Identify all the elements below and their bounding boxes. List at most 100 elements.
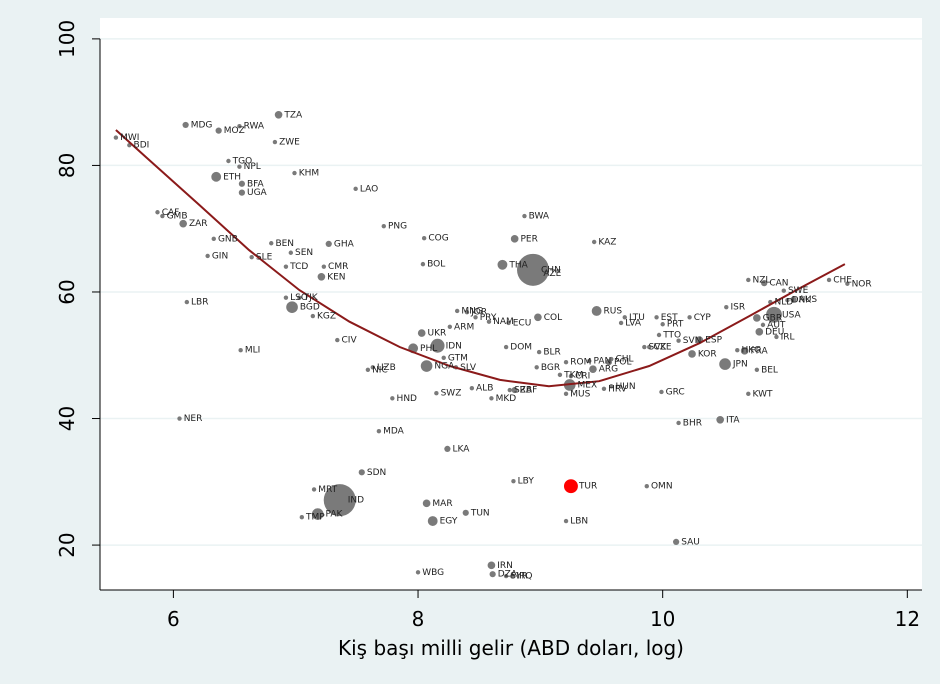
bubble: [434, 391, 439, 396]
bubble: [427, 516, 438, 526]
point-label: ALB: [476, 384, 493, 394]
bubble: [601, 386, 607, 391]
point-label: ZAR: [189, 219, 208, 229]
point-label: NIC: [372, 365, 388, 375]
point-label: LAO: [360, 184, 378, 194]
bubble: [563, 479, 578, 494]
point-label: LKA: [453, 444, 471, 454]
bubble: [286, 301, 298, 313]
bubble: [417, 329, 426, 337]
bubble: [618, 320, 624, 326]
point-label: MAR: [432, 499, 452, 509]
point-label: SEN: [295, 248, 313, 258]
point-label: COL: [544, 313, 562, 323]
bubble: [447, 324, 453, 329]
bubble: [534, 313, 542, 322]
bubble: [587, 358, 592, 364]
bubble: [489, 571, 496, 578]
bubble: [659, 389, 664, 395]
bubble: [211, 171, 222, 182]
bubble: [716, 415, 724, 424]
point-label: CAN: [769, 279, 788, 289]
bubble: [269, 241, 274, 246]
bubble: [317, 272, 326, 281]
bubble: [238, 189, 246, 196]
bubble: [441, 355, 446, 360]
bubble: [365, 367, 371, 373]
point-label: CIV: [342, 336, 358, 346]
point-label: KGZ: [317, 312, 336, 322]
point-label: BLR: [543, 348, 560, 358]
point-label: SVN: [683, 336, 702, 346]
point-label: MEX: [578, 380, 598, 390]
bubble: [297, 295, 302, 300]
bubble: [292, 170, 297, 176]
bubble: [622, 315, 627, 320]
point-label: NAM: [493, 317, 514, 327]
point-label: SLV: [460, 363, 477, 373]
point-label: TUN: [470, 508, 490, 518]
point-label: COG: [428, 234, 448, 244]
bubble: [335, 337, 340, 343]
point-label: WBG: [422, 568, 444, 578]
point-label: HRV: [608, 384, 628, 394]
point-label: GIN: [212, 251, 228, 261]
point-label: LBY: [518, 477, 535, 487]
point-label: BOL: [427, 260, 445, 270]
bubble: [473, 315, 478, 320]
bubble: [761, 280, 768, 287]
bubble: [507, 387, 512, 393]
point-label: KEN: [327, 272, 345, 282]
bubble: [226, 158, 231, 164]
point-label: KWT: [753, 389, 773, 399]
x-tick-label: 8: [412, 607, 425, 631]
point-label: UGA: [247, 188, 268, 198]
bubble: [676, 338, 681, 343]
bubble: [283, 295, 289, 300]
point-label: RUS: [604, 306, 623, 316]
point-label: ZWE: [279, 138, 300, 148]
bubble: [430, 338, 445, 353]
point-label: IDN: [446, 341, 462, 351]
bubble: [454, 308, 460, 314]
point-label: UKR: [428, 329, 447, 339]
point-label: OMN: [651, 482, 673, 492]
bubble: [489, 396, 494, 401]
point-label: DZA: [498, 570, 518, 580]
bubble: [155, 210, 160, 215]
point-label: DOM: [510, 343, 532, 353]
point-label: LBN: [570, 517, 588, 527]
bubble: [536, 271, 542, 276]
bubble: [506, 320, 511, 326]
point-label: TUR: [578, 482, 597, 492]
y-tick-label: 40: [55, 406, 79, 431]
point-label: ETH: [223, 172, 241, 182]
bubble: [497, 259, 508, 270]
point-label: JPN: [732, 360, 748, 370]
point-label: GRC: [666, 387, 685, 397]
bubble: [517, 253, 550, 286]
point-label: ECU: [513, 318, 532, 328]
point-label: SWZ: [441, 389, 462, 399]
point-label: AUS: [799, 295, 818, 305]
x-tick-label: 10: [650, 607, 675, 631]
bubble: [753, 314, 761, 322]
point-label: BGR: [541, 363, 560, 373]
point-label: NOR: [852, 279, 872, 289]
point-label: PAN: [593, 356, 611, 366]
bubble: [719, 358, 731, 370]
bubble: [390, 396, 395, 401]
point-label: SDN: [367, 468, 386, 478]
point-label: PHL: [420, 344, 437, 354]
bubble: [557, 372, 563, 378]
point-label: HKG: [741, 346, 761, 356]
point-label: MDG: [191, 120, 213, 130]
point-label: KHM: [299, 169, 319, 179]
bubble: [358, 469, 365, 476]
point-label: ESP: [705, 336, 722, 346]
bubble: [310, 313, 316, 319]
bubble: [785, 298, 790, 303]
point-label: SLE: [256, 253, 273, 263]
bubble: [215, 127, 222, 134]
